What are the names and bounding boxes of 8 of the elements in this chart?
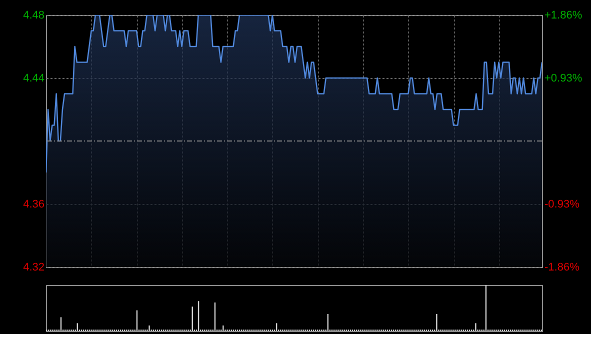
y-tick-label: 4.32: [23, 262, 44, 274]
y2-tick-label: +1.86%: [544, 10, 582, 22]
y2-tick-label: -0.93%: [544, 198, 580, 210]
y-tick-label: 4.36: [23, 198, 44, 210]
y-tick-label: 4.48: [23, 10, 44, 22]
y2-tick-label: -1.86%: [544, 262, 580, 274]
y-tick-label: 4.44: [23, 72, 44, 84]
y2-tick-label: +0.93%: [544, 72, 582, 84]
